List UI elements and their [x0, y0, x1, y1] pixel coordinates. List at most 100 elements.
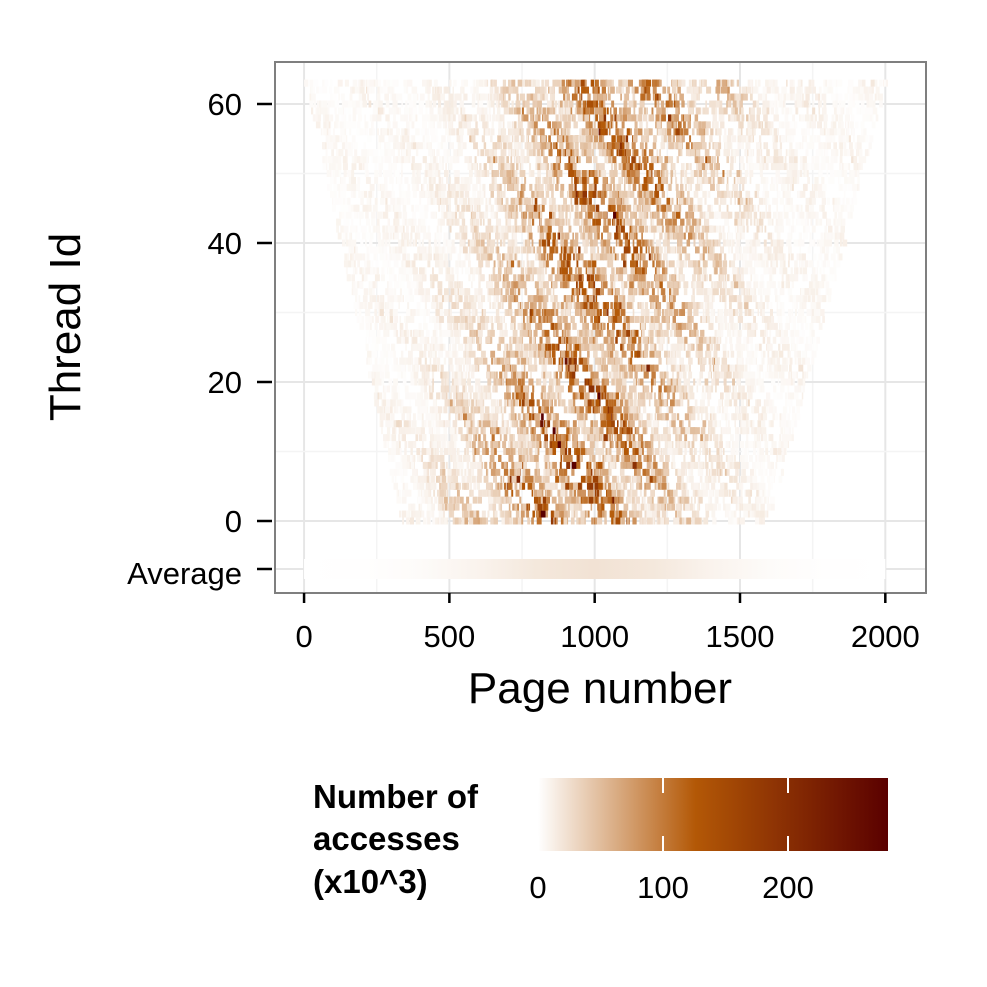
- heatmap-cell: [632, 434, 635, 442]
- heatmap-cell: [660, 329, 664, 337]
- heatmap-cell: [549, 399, 552, 407]
- heatmap-cell: [677, 413, 680, 421]
- heatmap-cell: [687, 399, 690, 407]
- heatmap-cell: [441, 329, 447, 337]
- heatmap-cell: [561, 468, 565, 476]
- heatmap-cell: [723, 378, 727, 386]
- heatmap-cell: [705, 385, 709, 393]
- heatmap-cell: [694, 496, 696, 504]
- heatmap-cell: [432, 378, 434, 386]
- heatmap-cell: [524, 399, 529, 407]
- heatmap-cell: [415, 434, 419, 442]
- heatmap-cell: [461, 406, 466, 414]
- heatmap-cell: [778, 475, 783, 483]
- heatmap-cell: [456, 468, 458, 476]
- heatmap-cell: [441, 434, 447, 442]
- heatmap-cell: [669, 503, 672, 511]
- heatmap-cell: [756, 434, 759, 442]
- heatmap-cell: [546, 406, 549, 414]
- heatmap-cell: [808, 336, 813, 344]
- heatmap-cell: [579, 315, 584, 323]
- heatmap-cell: [444, 503, 449, 511]
- heatmap-cell: [610, 399, 613, 407]
- heatmap-cell: [462, 482, 466, 490]
- heatmap-cell: [801, 392, 804, 400]
- heatmap-cell: [512, 434, 516, 442]
- heatmap-cell: [449, 510, 454, 518]
- heatmap-cell: [746, 385, 749, 393]
- heatmap-cell: [525, 468, 531, 476]
- heatmap-cell: [605, 371, 609, 379]
- heatmap-cell: [559, 503, 564, 511]
- heatmap-cell: [409, 420, 412, 428]
- heatmap-cell: [428, 343, 433, 351]
- heatmap-cell: [504, 517, 510, 525]
- heatmap-cell: [695, 406, 699, 414]
- heatmap-cell: [491, 322, 494, 330]
- heatmap-cell: [403, 329, 409, 337]
- heatmap-cell: [544, 350, 547, 358]
- heatmap-cell: [634, 350, 639, 358]
- heatmap-cell: [676, 399, 681, 407]
- heatmap-cell: [513, 399, 515, 407]
- heatmap-cell: [407, 364, 412, 372]
- heatmap-cell: [651, 315, 657, 323]
- heatmap-cell: [556, 329, 559, 337]
- heatmap-cell: [385, 406, 389, 414]
- heatmap-cell: [777, 392, 780, 400]
- heatmap-cell: [546, 371, 551, 379]
- heatmap-cell: [695, 448, 697, 455]
- heatmap-cell: [640, 315, 645, 323]
- heatmap-cell: [538, 315, 541, 323]
- heatmap-cell: [612, 322, 616, 330]
- heatmap-cell: [780, 385, 785, 393]
- heatmap-cell: [509, 496, 512, 504]
- heatmap-cell: [680, 427, 685, 435]
- heatmap-cell: [442, 503, 445, 511]
- heatmap-cell: [408, 461, 412, 469]
- heatmap-cell: [432, 302, 437, 310]
- heatmap-cell: [447, 322, 450, 330]
- heatmap-cell: [700, 468, 704, 476]
- heatmap-cell: [431, 461, 435, 469]
- heatmap-cell: [752, 427, 758, 435]
- heatmap-cell: [639, 489, 642, 497]
- heatmap-cell: [388, 378, 393, 386]
- heatmap-cell: [725, 336, 728, 344]
- heatmap-cell: [438, 336, 440, 344]
- heatmap-cell: [584, 413, 588, 421]
- heatmap-cell: [637, 378, 642, 386]
- heatmap-cell: [421, 510, 425, 518]
- heatmap-cell: [498, 378, 503, 386]
- heatmap-cell: [596, 309, 600, 316]
- heatmap-cell: [616, 329, 620, 337]
- heatmap-cell: [754, 434, 758, 442]
- heatmap-cell: [750, 350, 755, 358]
- heatmap-cell: [713, 413, 717, 421]
- heatmap-cell: [555, 510, 560, 518]
- heatmap-cell: [406, 454, 411, 462]
- heatmap-cell: [714, 489, 720, 497]
- heatmap-cell: [586, 468, 589, 476]
- heatmap-cell: [510, 413, 516, 421]
- heatmap-cell: [543, 392, 547, 400]
- heatmap-cell: [532, 364, 535, 372]
- heatmap-cell: [770, 503, 775, 511]
- heatmap-cell: [536, 399, 540, 407]
- heatmap-cell: [732, 517, 737, 525]
- heatmap-cell: [619, 364, 624, 372]
- heatmap-cell: [626, 434, 630, 442]
- heatmap-cell: [421, 371, 425, 379]
- heatmap-cell: [490, 517, 494, 525]
- heatmap-cell: [620, 489, 625, 497]
- heatmap-cell: [735, 309, 739, 316]
- heatmap-cell: [672, 315, 676, 323]
- heatmap-cell: [736, 482, 741, 490]
- heatmap-cell: [532, 427, 536, 435]
- heatmap-cell: [466, 482, 470, 490]
- heatmap-cell: [690, 392, 695, 400]
- heatmap-cell: [516, 468, 521, 476]
- heatmap-cell: [587, 510, 590, 518]
- heatmap-cell: [633, 475, 638, 483]
- heatmap-cell: [691, 517, 695, 525]
